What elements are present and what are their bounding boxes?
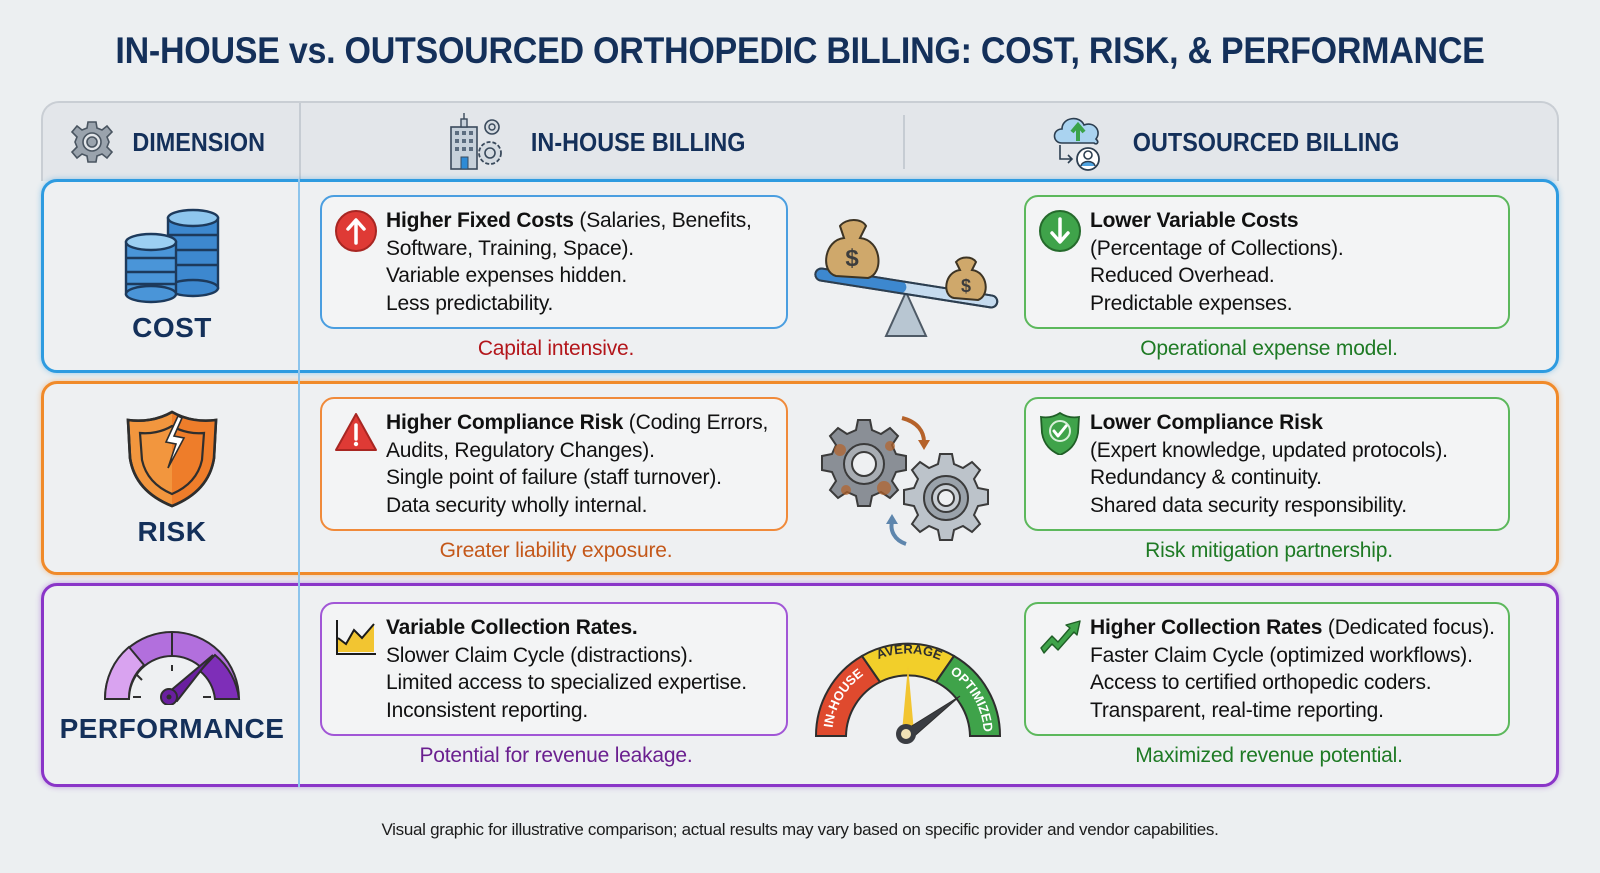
- card-heading: Lower Variable Costs: [1090, 209, 1299, 232]
- card-text: Reduced Overhead.: [1090, 264, 1275, 287]
- card-text: Variable expenses hidden.: [386, 264, 627, 287]
- card-text: (Salaries, Benefits,: [573, 209, 752, 232]
- header-outsourced-label: OUTSOURCED BILLING: [1132, 126, 1400, 157]
- outsourced-caption-performance: Maximized revenue potential.: [1135, 744, 1403, 767]
- card-heading: Lower Compliance Risk: [1090, 411, 1323, 434]
- card-text: Transparent, real-time reporting.: [1090, 698, 1384, 722]
- dimension-label-risk: RISK: [137, 516, 207, 547]
- seesaw-money-bags-icon: $ $: [814, 219, 999, 337]
- cracked-shield-icon: [126, 410, 218, 508]
- outsourced-card-performance: Higher Collection Rates (Dedicated focus…: [1024, 602, 1510, 736]
- card-text: (Dedicated focus).: [1322, 616, 1495, 639]
- card-heading: Variable Collection Rates.: [386, 616, 638, 639]
- header-dimension: DIMENSION: [43, 103, 299, 181]
- speedometer-icon: [103, 631, 241, 705]
- card-text: Shared data security responsibility.: [1090, 493, 1407, 517]
- row-performance: PERFORMANCE Variable Collection Rates. S…: [41, 583, 1559, 787]
- card-text: Limited access to specialized expertise.: [386, 671, 747, 694]
- footer-disclaimer: Visual graphic for illustrative comparis…: [381, 820, 1219, 839]
- card-text: Predictable expenses.: [1090, 291, 1293, 315]
- inhouse-caption-cost: Capital intensive.: [477, 337, 635, 360]
- svg-text:AVERAGE: AVERAGE: [874, 641, 945, 663]
- dimension-cell-risk: RISK: [44, 384, 300, 572]
- shield-check-icon: [1040, 411, 1080, 455]
- inhouse-card-cost: Higher Fixed Costs (Salaries, Benefits, …: [320, 195, 788, 329]
- row-cost: COST Higher Fixed Costs (Salaries, Benef…: [41, 179, 1559, 373]
- outsourced-card-risk: Lower Compliance Risk (Expert knowledge,…: [1024, 397, 1510, 531]
- inhouse-caption-performance: Potential for revenue leakage.: [419, 744, 693, 767]
- cloud-upload-user-icon: [1053, 117, 1100, 171]
- gear-icon: [71, 121, 114, 163]
- card-text: Faster Claim Cycle (optimized workflows)…: [1090, 643, 1473, 667]
- card-text: Less predictability.: [386, 291, 554, 315]
- card-heading: Higher Fixed Costs: [386, 209, 574, 232]
- card-text: (Percentage of Collections).: [1090, 236, 1344, 260]
- arrow-up-circle-icon: [335, 210, 377, 252]
- dimension-cell-cost: COST: [44, 182, 300, 370]
- outsourced-caption-risk: Risk mitigation partnership.: [1145, 539, 1393, 562]
- card-text: Software, Training, Space).: [386, 236, 634, 260]
- header-divider: [299, 103, 301, 181]
- gauge-label-average: AVERAGE: [874, 641, 945, 663]
- table-header: DIMENSION IN-HOUSE BILLING: [41, 101, 1559, 181]
- header-dimension-label: DIMENSION: [132, 126, 266, 157]
- header-inhouse-label: IN-HOUSE BILLING: [530, 126, 746, 157]
- gauge-meter-icon: IN-HOUSE AVERAGE OPTIMIZED: [814, 641, 1002, 744]
- card-heading: Higher Compliance Risk: [386, 411, 624, 434]
- dimension-label-cost: COST: [132, 312, 212, 343]
- column-divider: [298, 179, 300, 787]
- card-text: Audits, Regulatory Changes).: [386, 438, 655, 462]
- building-gears-icon: [450, 113, 502, 170]
- card-text: Single point of failure (staff turnover)…: [386, 466, 722, 489]
- card-text: Data security wholly internal.: [386, 493, 648, 517]
- card-text: Access to certified orthopedic coders.: [1090, 671, 1432, 694]
- header-divider: [903, 115, 905, 169]
- outsourced-caption-cost: Operational expense model.: [1140, 337, 1398, 360]
- arrow-down-circle-icon: [1039, 210, 1081, 252]
- card-text: Slower Claim Cycle (distractions).: [386, 643, 694, 667]
- header-outsourced: OUTSOURCED BILLING: [905, 103, 1559, 181]
- card-text: (Expert knowledge, updated protocols).: [1090, 438, 1448, 462]
- outsourced-card-cost: Lower Variable Costs (Percentage of Coll…: [1024, 195, 1510, 329]
- svg-text:$: $: [845, 245, 859, 272]
- inhouse-card-performance: Variable Collection Rates. Slower Claim …: [320, 602, 788, 736]
- trend-up-arrow-icon: [1040, 620, 1081, 654]
- card-heading: Higher Collection Rates: [1090, 616, 1323, 639]
- inhouse-caption-risk: Greater liability exposure.: [439, 539, 673, 562]
- card-text: Redundancy & continuity.: [1090, 466, 1322, 489]
- svg-text:$: $: [961, 276, 971, 296]
- page-title: IN-HOUSE vs. OUTSOURCED ORTHOPEDIC BILLI…: [115, 30, 1485, 71]
- dimension-label-performance: PERFORMANCE: [59, 713, 285, 744]
- card-text: (Coding Errors,: [623, 411, 769, 434]
- inhouse-card-risk: Higher Compliance Risk (Coding Errors, A…: [320, 397, 788, 531]
- card-text: Inconsistent reporting.: [386, 698, 589, 722]
- rusty-gears-icon: [821, 416, 989, 546]
- volatile-chart-icon: [336, 620, 376, 655]
- warning-triangle-icon: [335, 413, 377, 451]
- dimension-cell-performance: PERFORMANCE: [44, 586, 300, 784]
- header-inhouse: IN-HOUSE BILLING: [301, 103, 903, 181]
- row-risk: RISK Higher Compliance Risk (Coding Erro…: [41, 381, 1559, 575]
- coin-stacks-icon: [124, 208, 220, 304]
- comparison-table: DIMENSION IN-HOUSE BILLING: [41, 101, 1559, 801]
